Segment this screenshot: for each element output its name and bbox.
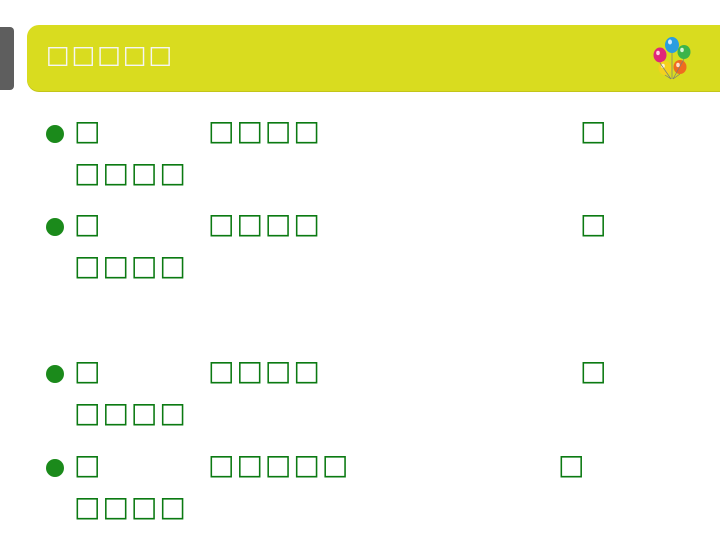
bullet-text-line2: □□□□ — [74, 396, 188, 429]
bullet-text-end: □ — [580, 114, 607, 147]
balloons-logo-icon — [653, 37, 691, 80]
bullet-text-middle: □□□□ — [208, 114, 322, 147]
bullet-text-start: □ — [74, 448, 101, 481]
bullet-text-middle: □□□□□ — [208, 448, 351, 481]
bullet-item-3: □ □□□□ □ □□□□ — [46, 354, 706, 450]
bullet-item-2: □ □□□□ □ □□□□ — [46, 207, 706, 303]
bullet-item-1: □ □□□□ □ □□□□ — [46, 114, 706, 210]
bullet-text-line2: □□□□ — [74, 156, 188, 189]
bullet-dot — [46, 459, 64, 477]
bullet-text-start: □ — [74, 207, 101, 240]
left-edge-tab — [0, 27, 14, 90]
bullet-text-end: □ — [558, 448, 585, 481]
bullet-text-middle: □□□□ — [208, 207, 322, 240]
slide-title: □□□□□ — [46, 40, 175, 69]
bullet-text-start: □ — [74, 114, 101, 147]
bullet-item-4: □ □□□□□ □ □□□□ — [46, 448, 706, 544]
bullet-text-end: □ — [580, 207, 607, 240]
title-bar: □□□□□ — [27, 25, 720, 91]
bullet-text-middle: □□□□ — [208, 354, 322, 387]
bullet-text-start: □ — [74, 354, 101, 387]
bullet-dot — [46, 365, 64, 383]
bullet-text-line2: □□□□ — [74, 249, 188, 282]
bullet-text-end: □ — [580, 354, 607, 387]
bullet-dot — [46, 125, 64, 143]
bullet-text-line2: □□□□ — [74, 490, 188, 523]
bullet-dot — [46, 218, 64, 236]
